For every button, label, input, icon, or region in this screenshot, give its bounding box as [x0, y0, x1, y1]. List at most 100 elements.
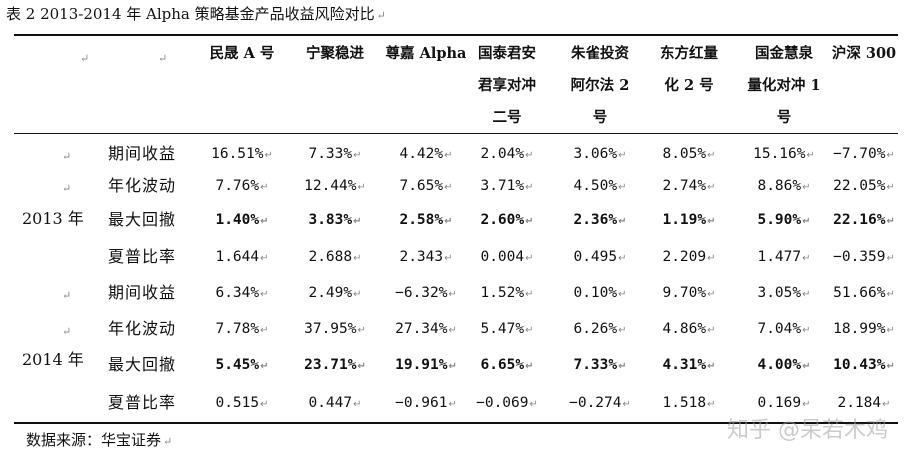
table-cell: −0.069↵ [461, 393, 553, 415]
table-cell: 1.644↵ [196, 247, 288, 269]
cell-value: 7.04% [757, 321, 802, 337]
top-rule [14, 34, 898, 36]
table-cell: 19.91%↵ [380, 355, 472, 377]
metric-label: 夏普比率 [108, 393, 177, 412]
column-header: 国泰君安 君享对冲 二号 [461, 38, 553, 134]
cell-paragraph-mark: ↵ [448, 289, 457, 300]
column-header: 沪深 300 [818, 38, 908, 70]
header-paragraph-mark: ↵ [158, 52, 168, 65]
cell-value: 27.34% [395, 321, 448, 337]
cell-value: 3.71% [480, 178, 525, 194]
table-cell: 0.515↵ [196, 393, 288, 415]
cell-value: 0.169 [757, 395, 802, 411]
table-cell: 0.004↵ [461, 247, 553, 269]
cell-paragraph-mark: ↵ [802, 182, 811, 193]
cell-paragraph-mark: ↵ [529, 399, 538, 410]
bottom-rule [14, 422, 898, 424]
cell-value: 51.66% [833, 285, 886, 301]
cell-paragraph-mark: ↵ [886, 150, 895, 161]
cell-paragraph-mark: ↵ [886, 253, 895, 264]
table-cell: 12.44%↵ [289, 176, 381, 198]
cell-value: 1.40% [215, 212, 260, 228]
cell-value: 6.34% [215, 285, 260, 301]
cell-paragraph-mark: ↵ [264, 150, 273, 161]
table-cell: 1.518↵ [643, 393, 735, 415]
cell-paragraph-mark: ↵ [707, 325, 716, 336]
table-cell: 16.51%↵ [196, 144, 288, 166]
cell-value: 7.78% [215, 321, 260, 337]
cell-value: 0.004 [480, 249, 525, 265]
table-cell: 8.86%↵ [738, 176, 830, 198]
cell-value: −0.359 [833, 249, 886, 265]
table-cell: 0.495↵ [554, 247, 646, 269]
cell-value: 22.16% [833, 212, 886, 228]
cell-paragraph-mark: ↵ [353, 216, 362, 227]
cell-paragraph-mark: ↵ [886, 361, 895, 372]
cell-paragraph-mark: ↵ [618, 253, 627, 264]
column-header: 宁聚稳进 [289, 38, 381, 70]
cell-value: 9.70% [662, 285, 707, 301]
cell-paragraph-mark: ↵ [707, 182, 716, 193]
table-cell: 0.10%↵ [554, 283, 646, 305]
cell-value: 1.52% [480, 285, 525, 301]
cell-value: 5.90% [757, 212, 802, 228]
cell-value: 5.45% [215, 357, 260, 373]
cell-paragraph-mark: ↵ [618, 216, 627, 227]
cell-value: 2.688 [308, 249, 353, 265]
column-header-line: 国泰君安 [478, 45, 536, 62]
table-cell: 4.42%↵ [380, 144, 472, 166]
table-cell: −7.70%↵ [818, 144, 908, 166]
cell-paragraph-mark: ↵ [525, 150, 534, 161]
table-cell: 2.343↵ [380, 247, 472, 269]
metric-label: 夏普比率 [108, 247, 177, 266]
table-cell: 2.58%↵ [380, 210, 472, 232]
table-cell: −6.32%↵ [380, 283, 472, 305]
cell-paragraph-mark: ↵ [802, 289, 811, 300]
caption-text: 表 2 2013-2014 年 Alpha 策略基金产品收益风险对比 [6, 5, 375, 23]
table-cell: 4.31%↵ [643, 355, 735, 377]
cell-paragraph-mark: ↵ [802, 216, 811, 227]
cell-paragraph-mark: ↵ [886, 216, 895, 227]
cell-value: 7.76% [215, 178, 260, 194]
table-cell: 2.184↵ [818, 393, 908, 415]
cell-paragraph-mark: ↵ [618, 289, 627, 300]
cell-value: 1.477 [757, 249, 802, 265]
table-cell: 2.209↵ [643, 247, 735, 269]
table-cell: 1.19%↵ [643, 210, 735, 232]
cell-paragraph-mark: ↵ [707, 253, 716, 264]
cell-value: 4.86% [662, 321, 707, 337]
table-cell: 7.78%↵ [196, 319, 288, 341]
cell-value: 7.65% [399, 178, 444, 194]
column-header-line: 二号 [492, 109, 522, 126]
cell-paragraph-mark: ↵ [444, 253, 453, 264]
column-header-line: 朱雀投资 [571, 45, 629, 62]
table-cell: 18.99%↵ [818, 319, 908, 341]
metric-label: 期间收益 [108, 283, 177, 302]
column-header: 朱雀投资 阿尔法 2 号 [554, 38, 646, 134]
cell-value: 0.447 [308, 395, 353, 411]
table-cell: 2.74%↵ [643, 176, 735, 198]
table-cell: 23.71%↵ [289, 355, 381, 377]
table-cell: 4.86%↵ [643, 319, 735, 341]
cell-paragraph-mark: ↵ [353, 150, 362, 161]
metric-label: 最大回撤 [108, 210, 177, 229]
cell-value: 4.50% [573, 178, 618, 194]
cell-value: 15.16% [753, 146, 806, 162]
cell-value: 10.43% [833, 357, 886, 373]
cell-value: 18.99% [833, 321, 886, 337]
table-cell: 7.65%↵ [380, 176, 472, 198]
cell-paragraph-mark: ↵ [618, 150, 627, 161]
cell-value: 4.42% [399, 146, 444, 162]
table-cell: 15.16%↵ [738, 144, 830, 166]
cell-value: 1.19% [662, 212, 707, 228]
cell-value: 5.47% [480, 321, 525, 337]
table-cell: 5.90%↵ [738, 210, 830, 232]
metric-label: 最大回撤 [108, 355, 177, 374]
table-cell: 4.00%↵ [738, 355, 830, 377]
cell-value: 2.58% [399, 212, 444, 228]
metric-label: 年化波动 [108, 176, 177, 195]
cell-value: 4.00% [757, 357, 802, 373]
row-paragraph-mark: ↵ [62, 150, 72, 163]
cell-paragraph-mark: ↵ [444, 150, 453, 161]
cell-value: 2.49% [308, 285, 353, 301]
